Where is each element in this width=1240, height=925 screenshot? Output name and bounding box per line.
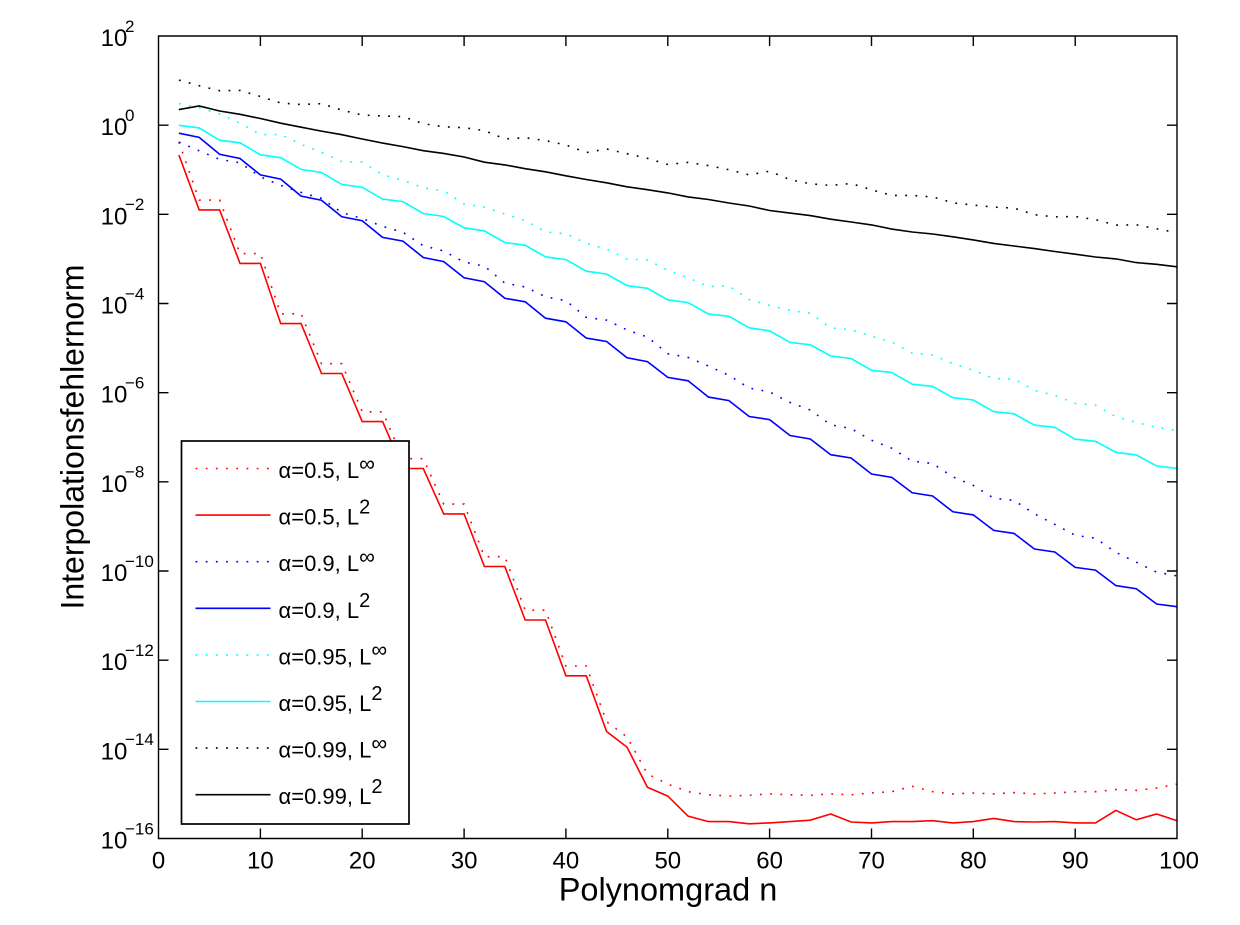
- svg-text:α=0.99, L: α=0.99, L: [279, 784, 372, 809]
- svg-text:80: 80: [960, 848, 987, 875]
- svg-text:10: 10: [101, 203, 128, 230]
- svg-text:∞: ∞: [371, 730, 387, 755]
- svg-text:90: 90: [1062, 848, 1089, 875]
- svg-text:−14: −14: [125, 730, 154, 749]
- svg-text:−16: −16: [125, 819, 154, 838]
- svg-text:2: 2: [125, 17, 134, 36]
- svg-text:−4: −4: [125, 284, 144, 303]
- svg-text:100: 100: [1159, 848, 1199, 875]
- svg-text:10: 10: [101, 25, 128, 52]
- svg-text:10: 10: [101, 471, 128, 498]
- svg-text:10: 10: [101, 293, 128, 320]
- svg-text:0: 0: [125, 106, 134, 125]
- svg-text:10: 10: [101, 738, 128, 765]
- svg-text:2: 2: [359, 590, 370, 612]
- svg-text:10: 10: [101, 382, 128, 409]
- svg-text:∞: ∞: [359, 451, 375, 476]
- svg-text:−8: −8: [125, 463, 144, 482]
- svg-text:−6: −6: [125, 374, 144, 393]
- svg-text:70: 70: [858, 848, 885, 875]
- svg-text:α=0.95, L: α=0.95, L: [279, 644, 372, 669]
- svg-text:Interpolationsfehlernorm: Interpolationsfehlernorm: [55, 264, 91, 609]
- svg-text:Polynomgrad n: Polynomgrad n: [559, 872, 778, 908]
- svg-text:2: 2: [359, 497, 370, 519]
- svg-text:0: 0: [152, 848, 165, 875]
- svg-text:20: 20: [349, 848, 376, 875]
- svg-text:α=0.9, L: α=0.9, L: [279, 551, 360, 576]
- svg-text:−2: −2: [125, 195, 144, 214]
- svg-text:α=0.95, L: α=0.95, L: [279, 691, 372, 716]
- svg-text:10: 10: [247, 848, 274, 875]
- svg-text:α=0.5, L: α=0.5, L: [279, 458, 360, 483]
- svg-text:10: 10: [101, 560, 128, 587]
- svg-text:60: 60: [756, 848, 783, 875]
- svg-text:α=0.99, L: α=0.99, L: [279, 738, 372, 763]
- svg-text:2: 2: [371, 776, 382, 798]
- svg-text:−10: −10: [125, 552, 154, 571]
- svg-text:−12: −12: [125, 641, 154, 660]
- svg-text:α=0.5, L: α=0.5, L: [279, 505, 360, 530]
- svg-text:50: 50: [654, 848, 681, 875]
- svg-text:∞: ∞: [359, 544, 375, 569]
- svg-text:10: 10: [101, 828, 128, 855]
- svg-text:α=0.9, L: α=0.9, L: [279, 598, 360, 623]
- svg-text:40: 40: [553, 848, 580, 875]
- svg-text:10: 10: [101, 114, 128, 141]
- svg-text:30: 30: [451, 848, 478, 875]
- svg-text:10: 10: [101, 649, 128, 676]
- svg-text:2: 2: [371, 683, 382, 705]
- svg-text:∞: ∞: [371, 637, 387, 662]
